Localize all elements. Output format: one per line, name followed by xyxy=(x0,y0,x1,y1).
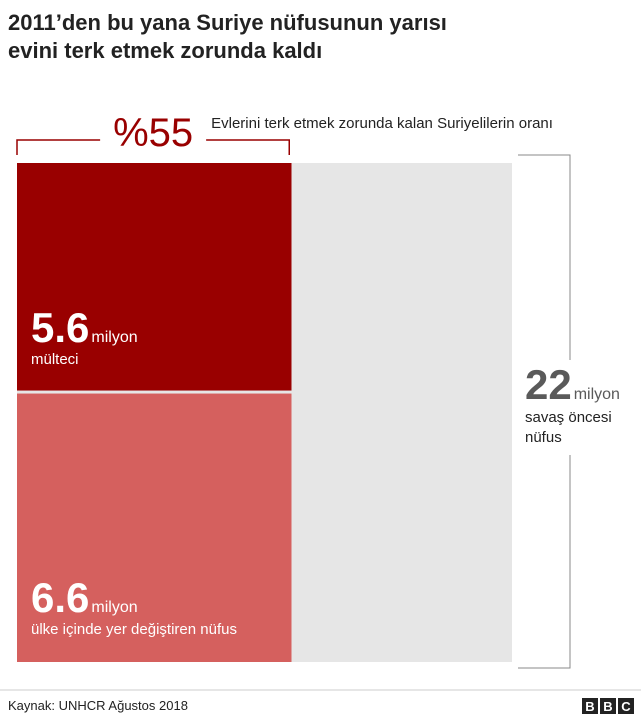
segment-name: mülteci xyxy=(31,351,79,368)
title-line: evini terk etmek zorunda kaldı xyxy=(8,38,322,63)
logo-box xyxy=(618,698,634,714)
share-gap xyxy=(100,120,207,160)
segment xyxy=(17,393,292,662)
source: Kaynak: UNHCR Ağustos 2018 xyxy=(8,698,188,713)
logo-letter: C xyxy=(621,699,631,714)
total-gap xyxy=(520,360,630,455)
logo-box xyxy=(582,698,598,714)
segment-value: 6.6 xyxy=(31,574,89,621)
logo-box xyxy=(600,698,616,714)
title-line: 2011’den bu yana Suriye nüfusunun yarısı xyxy=(8,10,447,35)
segment xyxy=(17,163,292,391)
total-value: 22 xyxy=(525,361,572,408)
total-unit: milyon xyxy=(574,386,620,403)
share-label: %55 xyxy=(113,111,193,155)
segment-name: ülke içinde yer değiştiren nüfus xyxy=(31,621,237,638)
logo-letter: B xyxy=(585,699,594,714)
segment-value: 5.6 xyxy=(31,304,89,351)
share-name: Evlerini terk etmek zorunda kalan Suriye… xyxy=(211,115,553,132)
segment-unit: milyon xyxy=(91,329,137,346)
logo-letter: B xyxy=(603,699,612,714)
segment-unit: milyon xyxy=(91,599,137,616)
total-name: savaş öncesi nüfus xyxy=(525,409,612,446)
